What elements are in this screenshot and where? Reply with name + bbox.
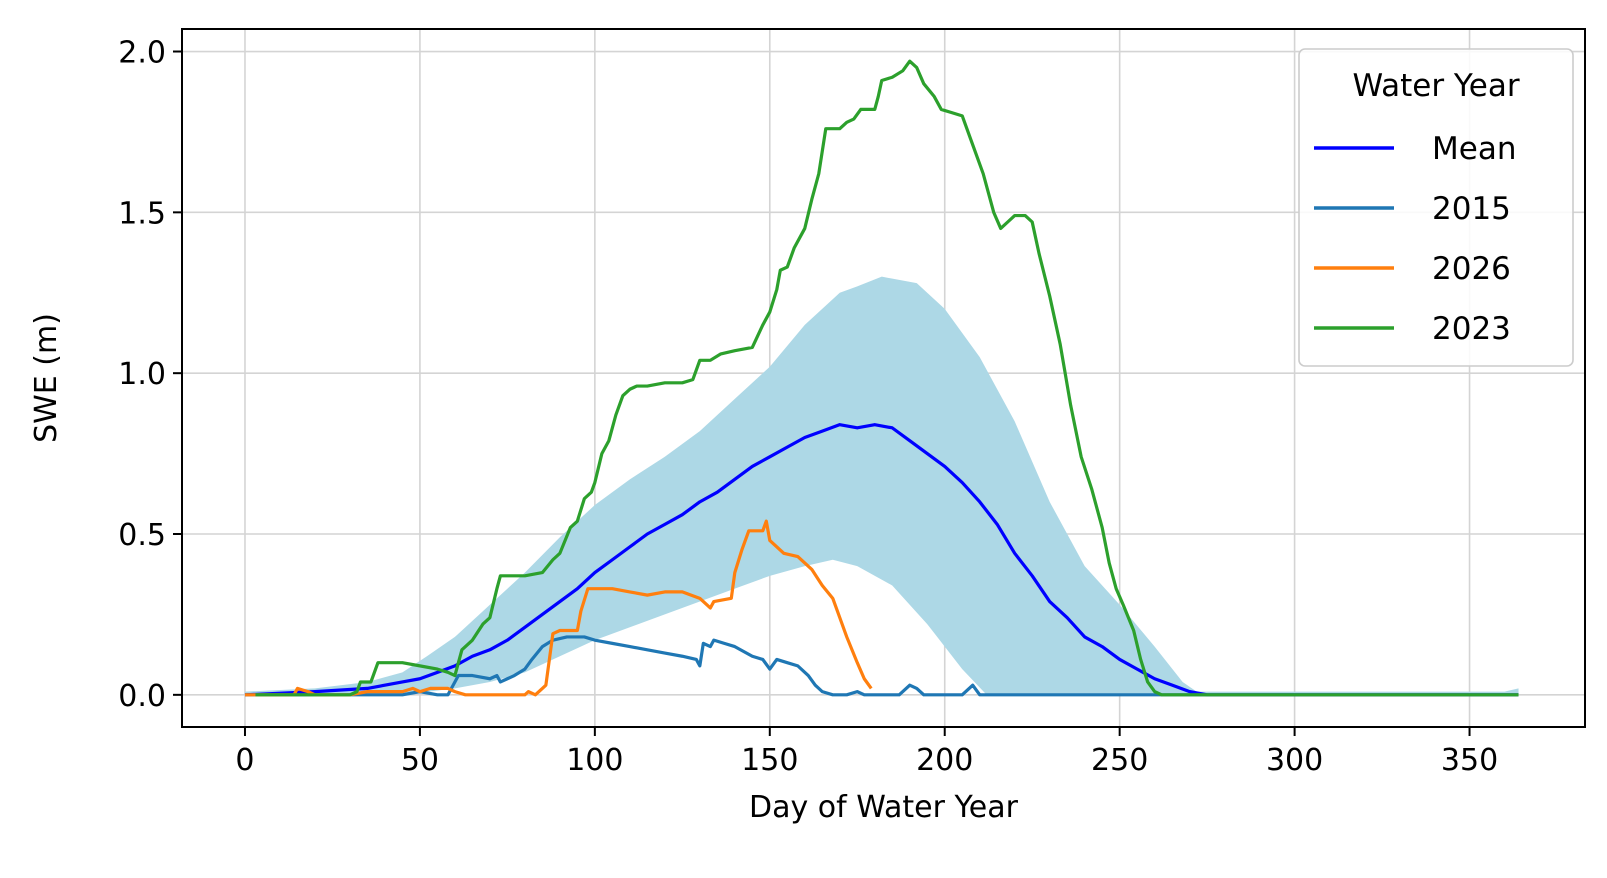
x-axis-ticks: 0 50 100 150 200 250 300 350 [235, 727, 1498, 778]
legend-box [1298, 48, 1574, 367]
x-tick-label-1: 50 [401, 743, 439, 778]
legend-label-mean: Mean [1432, 131, 1516, 167]
legend-label-2023: 2023 [1432, 311, 1511, 347]
legend: Water Year Mean 2015 2026 2023 [1298, 48, 1574, 367]
x-tick-label-6: 300 [1266, 743, 1323, 778]
series-line-2023 [255, 59, 1519, 697]
series-line-mean [244, 423, 1519, 697]
y-axis-title: SWE (m) [29, 313, 64, 443]
x-axis-title: Day of Water Year [749, 790, 1019, 825]
x-tick-label-0: 0 [235, 743, 254, 778]
mean-range-band [244, 276, 1519, 695]
legend-items: Mean 2015 2026 2023 [1314, 131, 1516, 347]
mean-range-band-group [244, 276, 1519, 695]
x-tick-label-2: 100 [566, 743, 623, 778]
y-tick-label-2: 1.0 [118, 357, 166, 392]
plot-area-frame [181, 28, 1586, 728]
y-axis-ticks: 0.0 0.5 1.0 1.5 2.0 [118, 36, 182, 714]
y-tick-label-1: 0.5 [118, 518, 166, 553]
legend-title: Water Year [1352, 68, 1519, 104]
y-tick-label-0: 0.0 [118, 679, 166, 714]
series-lines-group [244, 59, 1519, 697]
x-tick-label-7: 350 [1441, 743, 1498, 778]
legend-label-2015: 2015 [1432, 191, 1511, 227]
series-line-2015 [244, 635, 1519, 697]
legend-label-2026: 2026 [1432, 251, 1511, 287]
series-line-2026 [244, 519, 873, 697]
x-tick-label-4: 200 [916, 743, 973, 778]
x-tick-label-3: 150 [741, 743, 798, 778]
y-tick-label-4: 2.0 [118, 36, 166, 71]
y-tick-label-3: 1.5 [118, 196, 166, 231]
x-tick-label-5: 250 [1091, 743, 1148, 778]
